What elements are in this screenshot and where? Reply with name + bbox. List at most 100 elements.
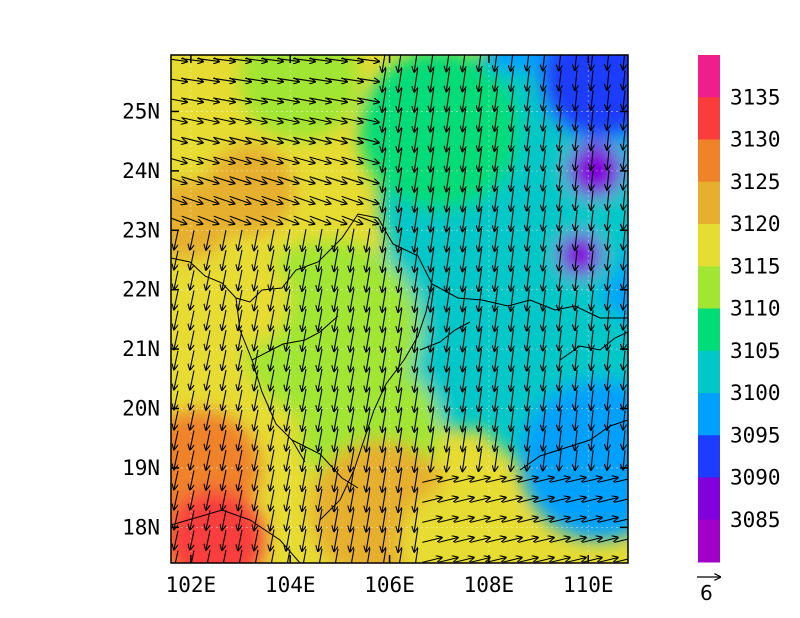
wind-vector xyxy=(422,538,441,543)
colorbar-swatch xyxy=(698,477,720,521)
wind-vector xyxy=(293,156,314,163)
wind-vector xyxy=(479,208,482,231)
wind-vector xyxy=(527,149,530,171)
wind-vector xyxy=(325,176,347,184)
wind-vector xyxy=(398,308,403,332)
wind-vector xyxy=(623,170,625,190)
wind-vector xyxy=(527,69,530,91)
wind-vector xyxy=(366,388,371,412)
wind-vector xyxy=(398,448,403,472)
wind-vector xyxy=(286,409,291,430)
wind-vector xyxy=(543,329,546,351)
wind-vector xyxy=(591,150,593,170)
wind-vector xyxy=(222,289,227,310)
wind-vector xyxy=(414,55,418,71)
wind-vector xyxy=(511,269,514,290)
wind-vector xyxy=(350,348,355,372)
wind-vector xyxy=(286,309,291,330)
wind-vector xyxy=(206,270,211,289)
wind-vector xyxy=(527,309,530,331)
wind-vector xyxy=(470,538,489,543)
wind-vector xyxy=(591,130,593,150)
wind-vector xyxy=(607,110,609,129)
wind-vector xyxy=(382,488,387,511)
x-tick-label: 104E xyxy=(265,573,316,597)
wind-vector xyxy=(302,329,307,351)
wind-vector xyxy=(174,470,179,490)
wind-vector xyxy=(197,59,219,62)
wind-vector xyxy=(277,136,298,142)
wind-vector xyxy=(366,328,371,352)
wind-vector xyxy=(623,90,625,110)
wind-vector xyxy=(302,429,307,451)
wind-vector xyxy=(382,548,387,563)
wind-vector xyxy=(446,55,449,72)
wind-vector xyxy=(213,78,235,81)
wind-vector xyxy=(543,249,546,271)
wind-vector xyxy=(527,209,530,231)
wind-vector xyxy=(302,509,307,531)
wind-vector xyxy=(559,449,561,470)
wind-vector xyxy=(527,189,530,211)
wind-vector xyxy=(318,508,323,531)
wind-vector xyxy=(350,508,355,532)
wind-vector xyxy=(511,389,514,410)
wind-vector xyxy=(309,136,330,142)
wind-vector xyxy=(591,310,593,330)
wind-vector xyxy=(479,388,482,411)
wind-vector xyxy=(366,368,371,392)
wind-vector xyxy=(174,550,179,563)
wind-vector xyxy=(550,478,569,483)
wind-vector xyxy=(623,70,625,90)
wind-vector xyxy=(309,215,331,224)
wind-vector xyxy=(462,208,465,231)
wind-vector xyxy=(623,290,625,310)
wind-vector xyxy=(254,369,259,390)
wind-vector xyxy=(527,169,530,191)
wind-vector xyxy=(462,328,465,351)
wind-vector xyxy=(197,97,219,102)
wind-vector xyxy=(422,498,441,503)
wind-vector xyxy=(543,149,546,171)
wind-vector xyxy=(479,368,482,391)
wind-vector xyxy=(543,349,546,371)
wind-vector xyxy=(527,269,530,291)
wind-vector xyxy=(350,528,355,552)
wind-vector xyxy=(607,330,609,349)
wind-vector xyxy=(430,108,433,132)
wind-vector xyxy=(357,176,379,184)
wind-vector xyxy=(527,89,530,111)
wind-vector xyxy=(206,370,211,389)
wind-vector xyxy=(518,498,537,503)
wind-vector xyxy=(414,88,419,111)
wind-vector xyxy=(607,290,609,309)
wind-vector xyxy=(277,97,299,102)
wind-vector xyxy=(325,97,347,102)
wind-vector xyxy=(190,550,195,563)
wind-vector xyxy=(591,210,593,230)
wind-vector xyxy=(495,449,498,471)
wind-vector xyxy=(559,389,561,410)
wind-vector xyxy=(543,289,546,311)
wind-vector xyxy=(213,117,234,123)
wind-vector xyxy=(527,129,530,151)
wind-vector xyxy=(366,528,371,552)
wind-vector xyxy=(607,270,609,289)
wind-vector xyxy=(543,69,546,91)
wind-vector xyxy=(527,429,530,451)
wind-vector xyxy=(438,478,457,483)
wind-vector xyxy=(261,97,283,102)
wind-vector xyxy=(174,270,179,290)
wind-vector xyxy=(511,429,514,450)
wind-vector xyxy=(270,349,275,371)
wind-vector xyxy=(334,428,339,451)
wind-vector xyxy=(607,310,609,329)
wind-vector xyxy=(559,329,561,350)
wind-vector xyxy=(222,409,227,430)
wind-vector xyxy=(382,68,387,91)
wind-vector xyxy=(479,448,482,471)
wind-vector xyxy=(623,310,625,330)
wind-vector xyxy=(302,289,307,311)
wind-vector xyxy=(559,109,561,130)
wind-vector xyxy=(318,428,323,451)
